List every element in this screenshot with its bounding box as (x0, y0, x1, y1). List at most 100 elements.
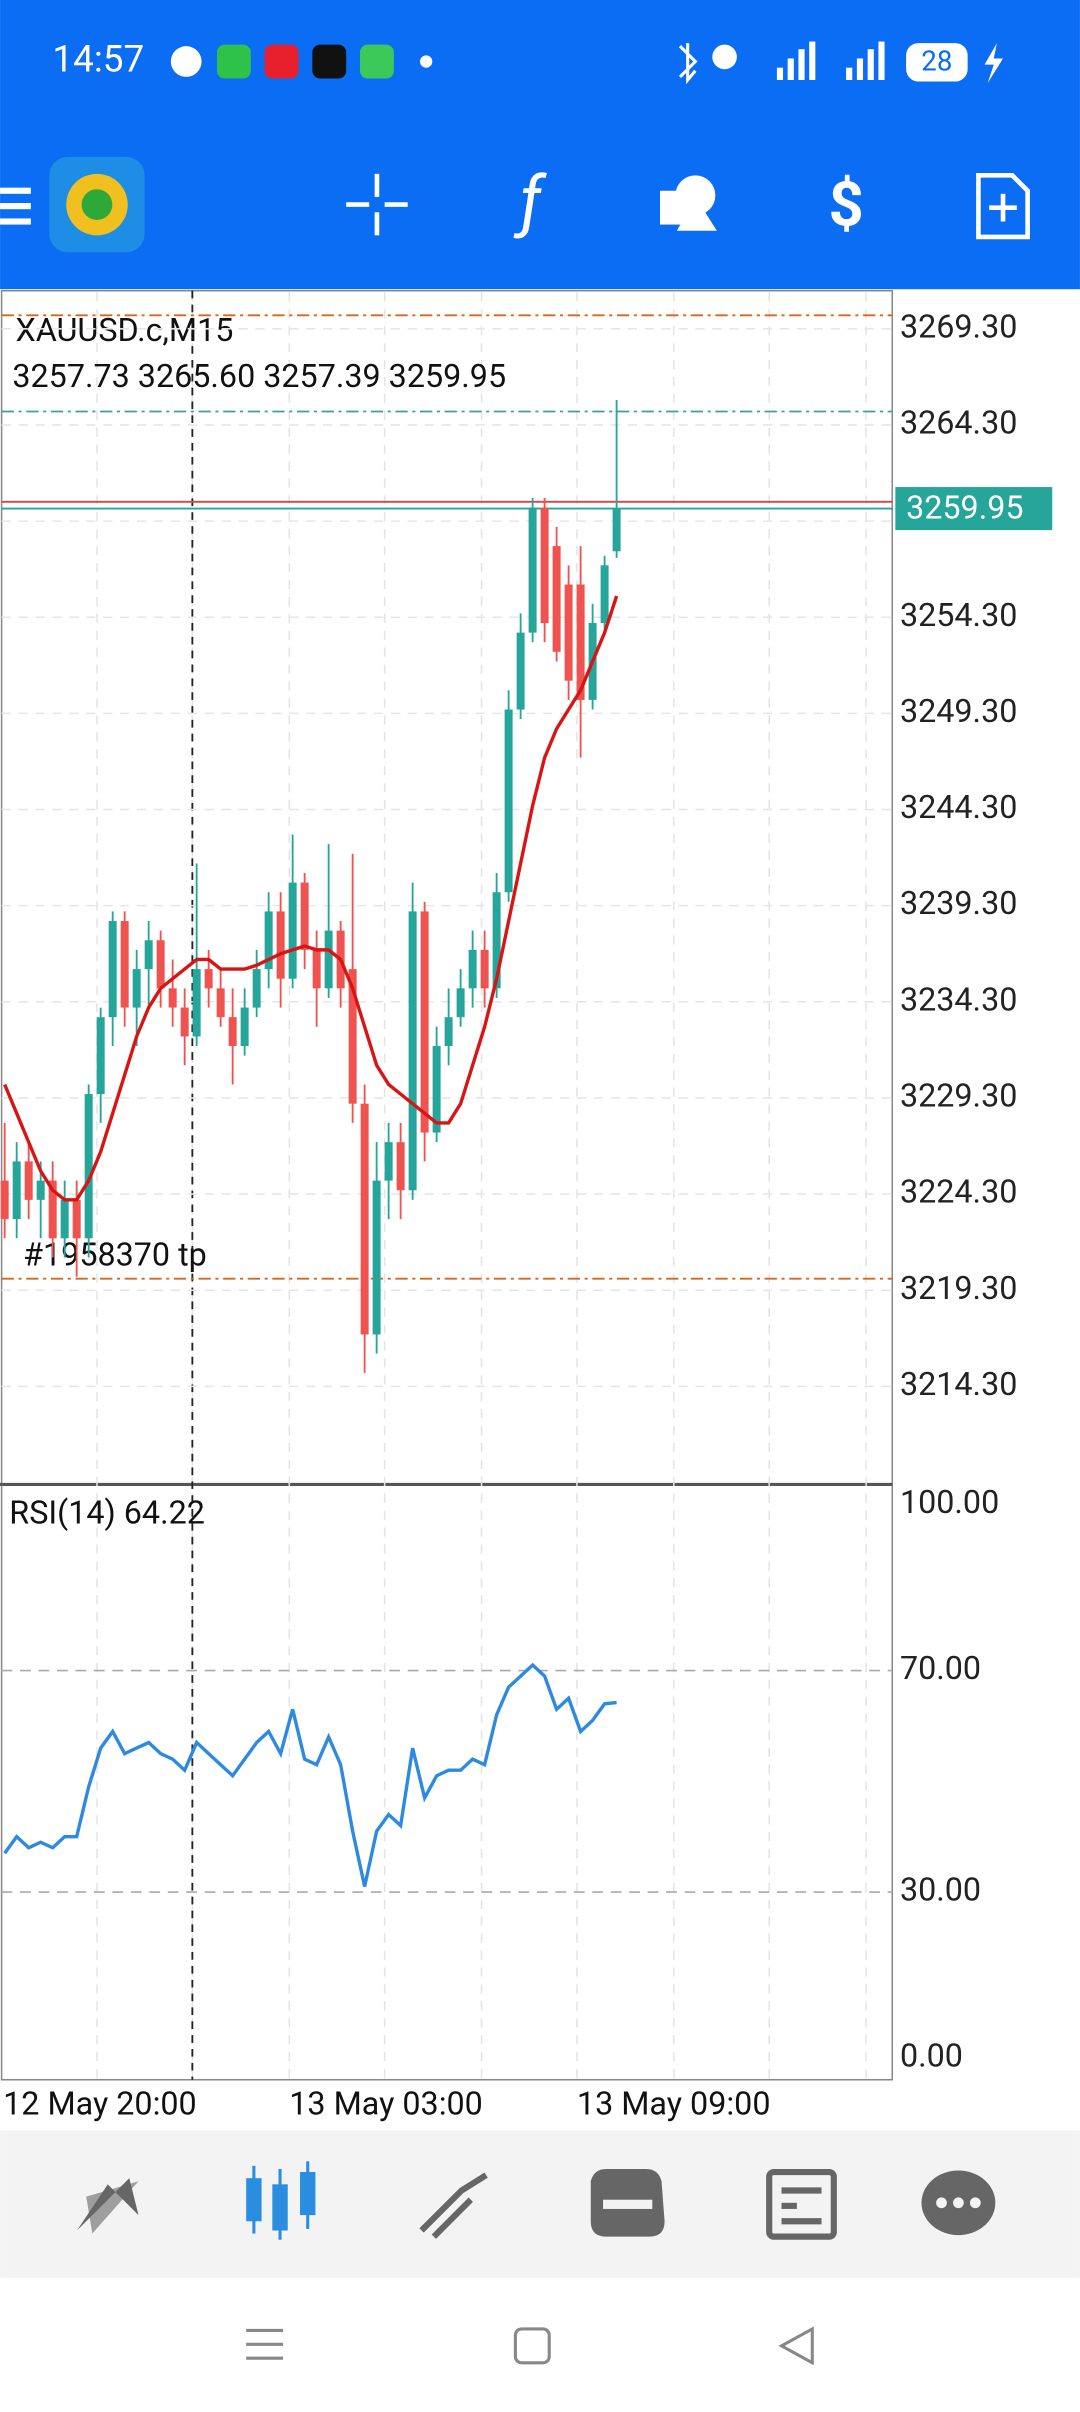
y-tick-label: 3254.30 (900, 596, 1017, 634)
candle-body (492, 892, 501, 989)
candle-body (0, 1180, 9, 1220)
menu-button[interactable] (0, 187, 31, 225)
candle-body (12, 1161, 21, 1220)
y-tick-label: 70.00 (900, 1649, 981, 1687)
bid-label-bg (895, 487, 1053, 531)
back-button[interactable] (778, 2326, 814, 2366)
new-order-tool[interactable] (976, 173, 1030, 240)
y-tick-label: 3224.30 (900, 1173, 1017, 1211)
candle-body (228, 1017, 237, 1047)
candle-body (456, 988, 465, 1018)
candle-body (432, 1046, 441, 1133)
candle-body (252, 969, 261, 1008)
candle-body (216, 988, 225, 1018)
objects-tool[interactable] (659, 175, 717, 231)
y-tick-label: 3269.30 (900, 307, 1017, 345)
x-tick-label: 12 May 20:00 (3, 2084, 197, 2122)
candle-body (132, 969, 141, 1008)
candle-body (348, 969, 357, 1104)
y-tick-label: 30.00 (900, 1871, 981, 1909)
candle-body (576, 584, 585, 700)
candle-body (600, 565, 609, 623)
candle-body (528, 507, 537, 633)
system-icons (678, 41, 1004, 85)
candle-body (168, 988, 177, 1008)
candle-body (240, 1007, 249, 1047)
candle-body (96, 1017, 105, 1095)
y-tick-label: 3214.30 (900, 1365, 1017, 1403)
chart-tab[interactable] (246, 2161, 316, 2240)
y-tick-label: 3234.30 (900, 980, 1017, 1018)
battery-level: 28 (921, 44, 952, 77)
trade-tab[interactable] (419, 2172, 488, 2239)
candle-body (72, 1199, 81, 1239)
candle-body (312, 949, 321, 989)
x-tick-label: 13 May 03:00 (289, 2084, 483, 2122)
trade-tool[interactable]: $ (828, 169, 863, 241)
candle-body (108, 921, 117, 1018)
home-button[interactable] (513, 2327, 551, 2365)
history-tab[interactable] (590, 2168, 665, 2237)
candle-body (480, 949, 489, 989)
candle-body (36, 1180, 45, 1200)
notification-icons (170, 44, 433, 79)
quotes-tab[interactable] (76, 2178, 139, 2234)
candle-body (360, 1103, 369, 1335)
candle-body (552, 546, 561, 652)
candle-body (564, 584, 573, 681)
candle-body (408, 911, 417, 1191)
moving-average (3, 595, 619, 1202)
symbol-title: XAUUSD.c,M15 (15, 311, 233, 349)
candle-body (276, 911, 285, 979)
y-tick-label: 0.00 (900, 2037, 963, 2075)
y-tick-label: 3244.30 (900, 788, 1017, 826)
candle-body (324, 930, 333, 989)
rsi-line (3, 1662, 617, 1887)
candle-body (60, 1199, 69, 1239)
candle-body (420, 911, 429, 1133)
candle-body (264, 911, 273, 970)
y-tick-label: 3219.30 (900, 1269, 1017, 1307)
bottom-nav (0, 2130, 1080, 2279)
candle-body (372, 1180, 381, 1335)
y-tick-label: 3249.30 (900, 692, 1017, 730)
candle-body (204, 969, 213, 989)
chart-frame (0, 289, 894, 2081)
candle-body (468, 949, 477, 989)
candle-body (516, 632, 525, 710)
candle-body (180, 1007, 189, 1037)
app-logo[interactable] (49, 156, 145, 253)
bid-label: 3259.95 (906, 489, 1023, 527)
candle-body (540, 507, 549, 623)
status-time: 14:57 (52, 38, 144, 81)
candle-body (24, 1161, 33, 1200)
candle-body (84, 1094, 93, 1239)
recents-button[interactable] (246, 2328, 284, 2360)
candle-body (120, 921, 129, 1008)
chat-tab[interactable] (921, 2170, 996, 2236)
rsi-title: RSI(14) 64.22 (9, 1494, 205, 1532)
y-tick-label: 3229.30 (900, 1076, 1017, 1114)
candle-body (504, 709, 513, 893)
x-tick-label: 13 May 09:00 (577, 2084, 771, 2122)
y-tick-label: 100.00 (900, 1483, 999, 1521)
crosshair-tool[interactable] (346, 173, 408, 236)
candle-body (192, 969, 201, 1037)
candle-body (396, 1142, 405, 1191)
level-label: #1958370 tp (23, 1236, 207, 1274)
news-tab[interactable] (766, 2168, 837, 2240)
candle-body (384, 1142, 393, 1181)
candle-body (288, 882, 297, 979)
candle-body (300, 882, 309, 950)
y-tick-label: 3264.30 (900, 403, 1017, 441)
candle-body (48, 1180, 57, 1239)
system-nav (246, 2326, 814, 2366)
candle-body (612, 508, 621, 552)
time-grid (96, 292, 867, 2080)
candle-body (156, 940, 165, 989)
candle-body (444, 1017, 453, 1047)
ohlc-info: 3257.73 3265.60 3257.39 3259.95 (12, 357, 506, 395)
candle-body (144, 940, 153, 970)
